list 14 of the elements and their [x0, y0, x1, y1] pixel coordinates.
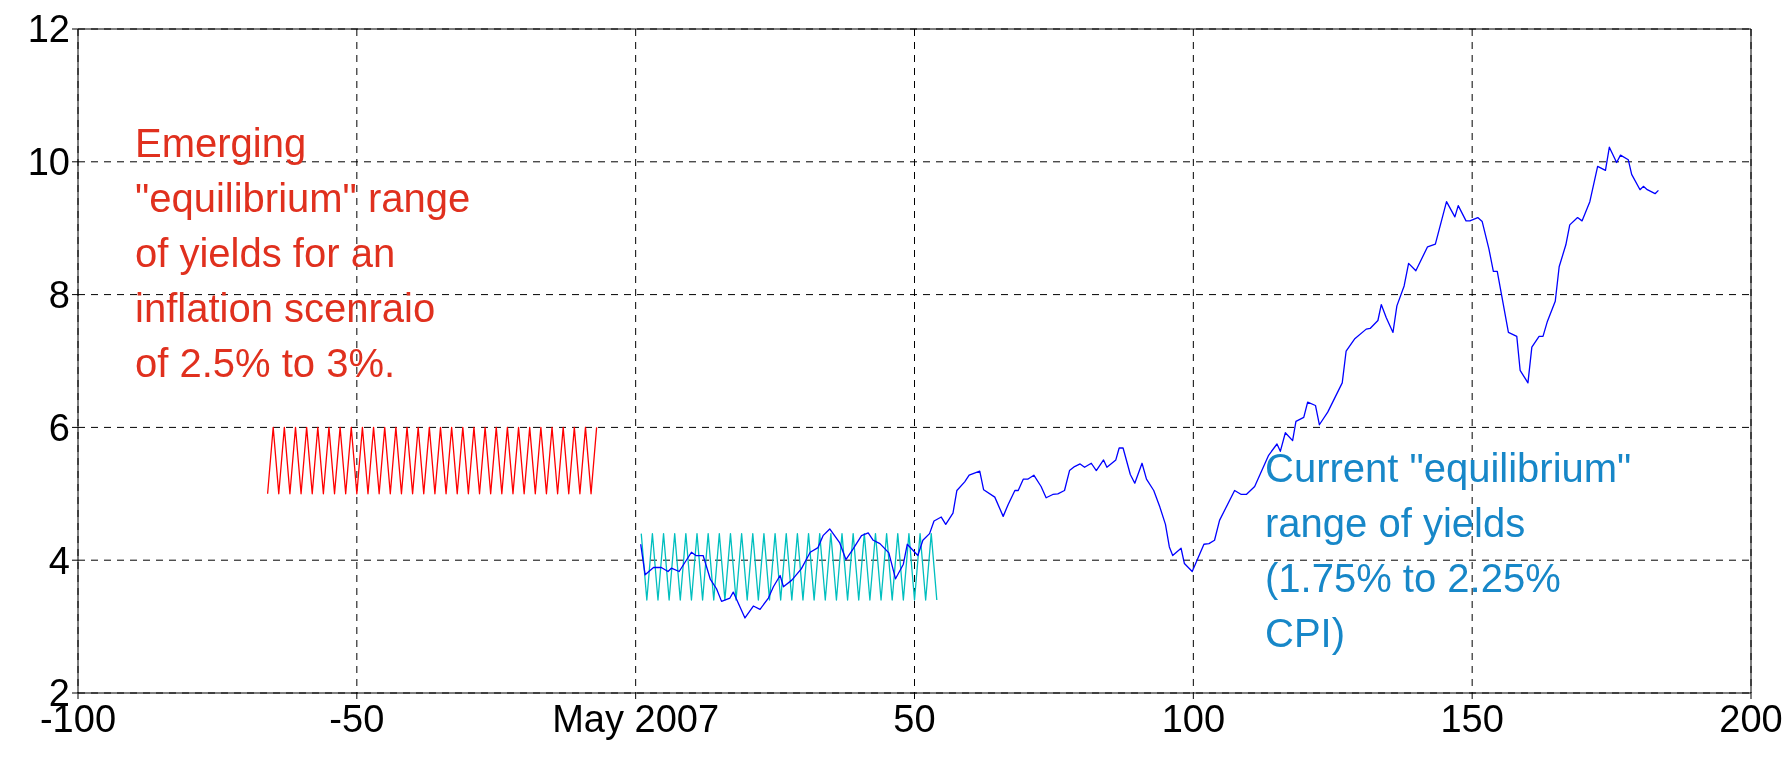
- x-tick-label: 150: [1440, 697, 1504, 740]
- y-tick-label: 4: [48, 539, 70, 582]
- line-series: [640, 146, 1660, 619]
- annotation: Emerging "equilibrium" range of yields for an inflation scenraio of 2.5% to 3%.: [135, 120, 471, 387]
- x-tick-label: 50: [893, 697, 936, 740]
- annotation: Current "equilibrium" range of yields (1.75% to 2.25% CPI): [1265, 445, 1632, 657]
- y-tick-label: 10: [27, 141, 70, 184]
- y-tick-label: 8: [48, 274, 70, 317]
- x-tick-label: 100: [1161, 697, 1226, 740]
- x-tick-label: May 2007: [552, 697, 720, 740]
- x-tick-label: -50: [329, 697, 385, 740]
- y-tick-label: 6: [48, 406, 70, 449]
- y-tick-label: 12: [27, 8, 70, 51]
- x-tick-label: 200: [1719, 697, 1783, 740]
